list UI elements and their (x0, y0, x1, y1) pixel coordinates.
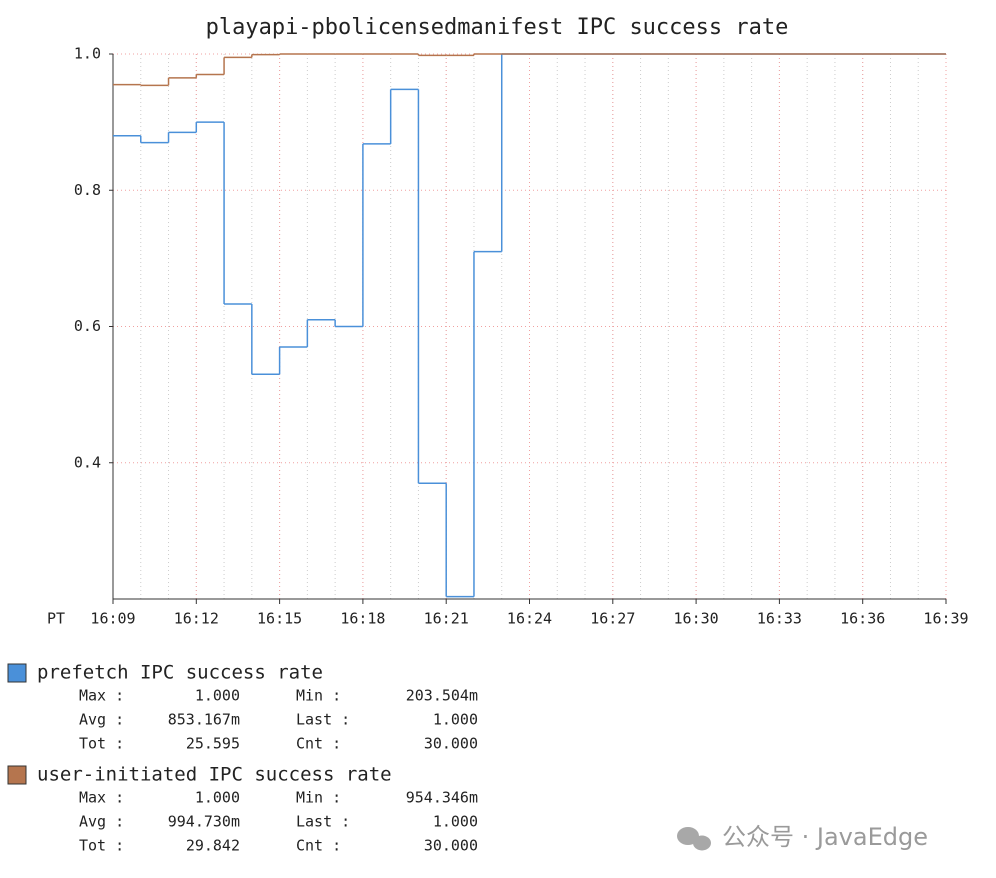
stat-value: 954.346m (406, 789, 478, 807)
y-tick-label: 0.4 (74, 453, 101, 471)
x-tick-label: 16:21 (424, 610, 469, 628)
stat-label: Tot : (79, 837, 124, 855)
stat-label: Avg : (79, 813, 124, 831)
stat-value: 203.504m (406, 687, 478, 705)
stat-value: 1.000 (433, 813, 478, 831)
legend-swatch (7, 765, 27, 785)
x-tick-label: 16:18 (340, 610, 385, 628)
x-tick-label: 16:33 (757, 610, 802, 628)
stat-label: Min : (296, 789, 341, 807)
x-tick-label: 16:27 (590, 610, 635, 628)
legend-label: prefetch IPC success rate (37, 662, 323, 684)
watermark: 公众号 · JavaEdge (722, 823, 928, 851)
x-tick-label: 16:30 (674, 610, 719, 628)
x-tick-label: 16:09 (90, 610, 135, 628)
stat-value: 30.000 (424, 837, 478, 855)
watermark-icon (677, 827, 711, 851)
x-tick-label: 16:36 (840, 610, 885, 628)
stat-label: Max : (79, 789, 124, 807)
stat-label: Cnt : (296, 837, 341, 855)
stat-label: Cnt : (296, 735, 341, 753)
stat-label: Last : (296, 813, 350, 831)
stat-label: Max : (79, 687, 124, 705)
stat-value: 1.000 (433, 711, 478, 729)
stat-value: 29.842 (186, 837, 240, 855)
stat-value: 853.167m (168, 711, 240, 729)
x-tick-label: 16:24 (507, 610, 552, 628)
legend-swatch (7, 663, 27, 683)
legend-label: user-initiated IPC success rate (37, 764, 392, 786)
stat-label: Min : (296, 687, 341, 705)
stat-value: 1.000 (195, 789, 240, 807)
stat-label: Tot : (79, 735, 124, 753)
y-tick-label: 1.0 (74, 45, 101, 63)
x-tick-label: 16:39 (923, 610, 968, 628)
x-tick-label: 16:15 (257, 610, 302, 628)
y-tick-label: 0.8 (74, 181, 101, 199)
stat-value: 25.595 (186, 735, 240, 753)
stat-value: 994.730m (168, 813, 240, 831)
stat-value: 30.000 (424, 735, 478, 753)
x-axis-prefix: PT (47, 610, 65, 628)
stat-label: Avg : (79, 711, 124, 729)
y-tick-label: 0.6 (74, 317, 101, 335)
stat-label: Last : (296, 711, 350, 729)
chart-title: playapi-pbolicensedmanifest IPC success … (206, 15, 789, 40)
x-tick-label: 16:12 (174, 610, 219, 628)
stat-value: 1.000 (195, 687, 240, 705)
